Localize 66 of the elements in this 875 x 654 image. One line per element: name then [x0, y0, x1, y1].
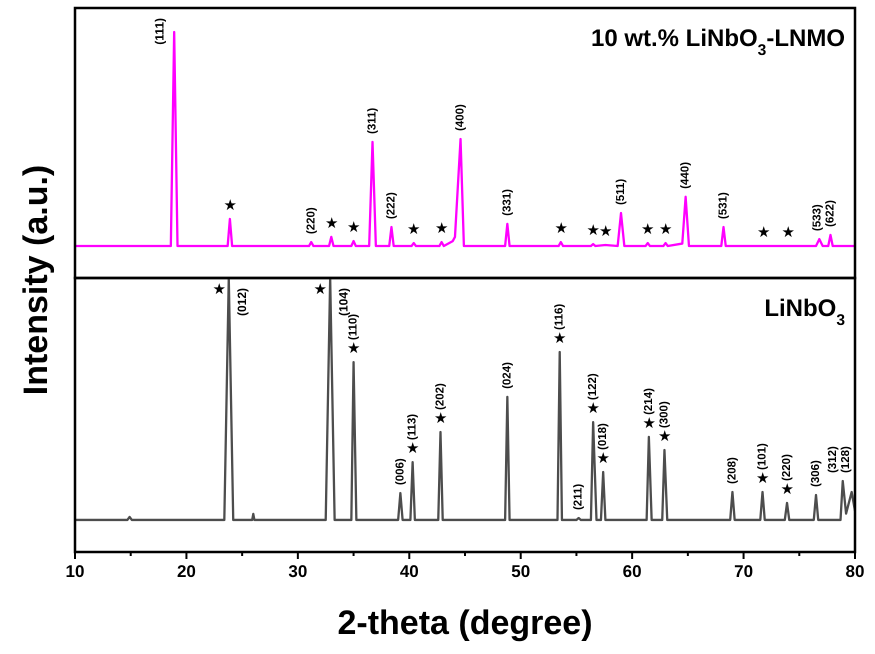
- annotation: (018): [597, 422, 610, 450]
- annotation: (104): [336, 288, 350, 316]
- annotation: (006): [394, 458, 406, 486]
- annotation: (202): [434, 382, 447, 410]
- annotation: ★: [659, 221, 672, 238]
- x-axis-title: 2-theta (degree): [337, 604, 593, 642]
- annotation: (312): [827, 446, 840, 474]
- annotation: (110): [348, 314, 360, 340]
- annotation: (128): [840, 446, 852, 474]
- annotation: (300): [658, 401, 670, 428]
- annotation: ★: [554, 220, 568, 238]
- annotation: ★: [324, 214, 338, 232]
- annotation: (214): [642, 388, 655, 415]
- chart-title: 10 wt.% LiNbO$_{3}$-LNMO: [590, 25, 845, 58]
- annotation: ★: [641, 221, 654, 238]
- annotation: ★: [435, 220, 448, 238]
- x-tick-label: 40: [400, 562, 419, 581]
- annotation: (211): [572, 484, 585, 510]
- annotation: ★: [314, 281, 327, 298]
- annotation: ★: [553, 330, 566, 347]
- annotation: ★: [642, 414, 656, 432]
- text: LiNbO$_{3}$: [764, 295, 846, 328]
- annotation: ★: [598, 223, 612, 240]
- annotation: ★: [658, 428, 671, 446]
- annotation: ★: [756, 470, 770, 487]
- annotation: ★: [406, 440, 420, 458]
- annotation: ★: [434, 410, 447, 427]
- annotation: ★: [407, 221, 420, 238]
- x-tick-label: 70: [734, 562, 754, 581]
- annotation: (533): [812, 204, 824, 232]
- annotation: (024): [501, 362, 514, 389]
- annotation: (113): [406, 414, 419, 440]
- annotation: ★: [347, 219, 360, 236]
- annotation: (331): [501, 188, 514, 216]
- annotation: (012): [234, 288, 249, 316]
- annotation: (222): [385, 192, 398, 220]
- annotation: ★: [782, 224, 795, 242]
- annotation: ★: [347, 340, 360, 358]
- x-tick-label: 50: [511, 562, 530, 581]
- annotation: ★: [596, 450, 610, 467]
- annotation: ★: [223, 196, 236, 214]
- annotation: (116): [554, 304, 566, 330]
- annotation: (400): [454, 104, 467, 132]
- annotation: (208): [726, 456, 738, 484]
- annotation: ★: [586, 400, 600, 418]
- annotation: (101): [756, 442, 769, 470]
- annotation: (311): [366, 108, 379, 134]
- annotation: (511): [615, 178, 628, 206]
- annotation: (306): [810, 460, 822, 488]
- annotation: ★: [780, 480, 794, 498]
- x-tick-label: 20: [176, 562, 196, 581]
- x-tick-label: 30: [288, 562, 308, 581]
- y-axis-title: Intensity (a.u.): [17, 164, 55, 396]
- annotation: (220): [781, 454, 794, 481]
- annotation: ★: [212, 281, 226, 298]
- annotation: (440): [680, 162, 692, 189]
- annotation: (122): [587, 373, 600, 400]
- x-tick-label: 10: [66, 562, 84, 581]
- annotation: ★: [586, 222, 600, 240]
- annotation: ★: [757, 224, 770, 242]
- x-tick-label: 80: [846, 562, 864, 581]
- annotation: (111): [152, 18, 166, 45]
- annotation: (531): [718, 192, 730, 220]
- x-tick-label: 60: [622, 562, 642, 581]
- annotation: (622): [824, 200, 837, 227]
- annotation: (220): [305, 207, 318, 234]
